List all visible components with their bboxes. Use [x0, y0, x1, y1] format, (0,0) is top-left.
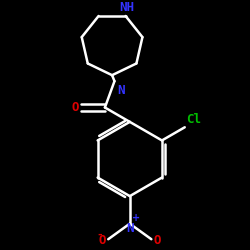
- Text: O: O: [71, 101, 78, 114]
- Text: O: O: [98, 234, 106, 247]
- Text: Cl: Cl: [186, 113, 201, 126]
- Text: O: O: [154, 234, 161, 247]
- Text: NH: NH: [119, 0, 134, 14]
- Text: +: +: [132, 213, 140, 223]
- Text: N: N: [126, 222, 134, 235]
- Text: N: N: [117, 84, 124, 96]
- Text: -: -: [98, 230, 102, 239]
